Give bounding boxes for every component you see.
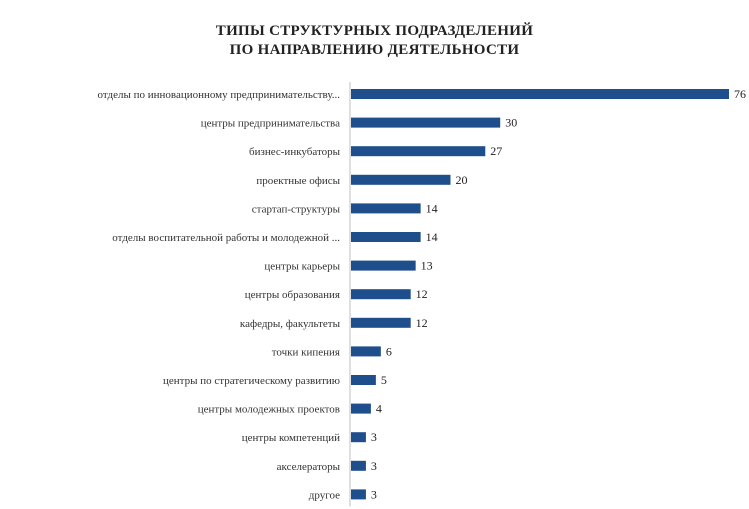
category-label: центры предпринимательства	[201, 118, 340, 130]
bar	[351, 489, 366, 500]
bar	[351, 260, 416, 271]
category-label: стартап-структуры	[252, 203, 341, 215]
data-label: 6	[386, 344, 392, 358]
category-label: отделы воспитательной работы и молодежно…	[112, 232, 340, 244]
bar	[351, 289, 411, 300]
bar	[351, 146, 486, 157]
data-label: 12	[416, 287, 428, 301]
data-label: 3	[371, 430, 377, 444]
bar	[351, 403, 371, 414]
bar	[351, 232, 421, 242]
data-label: 12	[416, 316, 428, 330]
data-label: 14	[426, 201, 438, 215]
category-label: центры компетенций	[242, 432, 340, 444]
data-label: 5	[381, 373, 387, 387]
data-label: 30	[505, 116, 517, 130]
category-label: другое	[309, 489, 340, 501]
data-label: 13	[421, 259, 433, 273]
chart-title: ТИПЫ СТРУКТУРНЫХ ПОДРАЗДЕЛЕНИЙ ПО НАПРАВ…	[0, 22, 749, 60]
data-label: 3	[371, 487, 377, 501]
category-label: точки кипения	[272, 346, 340, 358]
bar	[351, 117, 501, 128]
data-label: 27	[490, 144, 502, 158]
category-label: кафедры, факультеты	[240, 318, 341, 330]
bar	[351, 317, 411, 328]
bar	[351, 89, 729, 99]
category-label: центры по стратегическому развитию	[163, 375, 340, 387]
category-label: бизнес-инкубаторы	[249, 146, 341, 158]
bar	[351, 432, 366, 443]
category-label: акселераторы	[277, 461, 341, 473]
bar	[351, 203, 421, 214]
chart-title-line1: ТИПЫ СТРУКТУРНЫХ ПОДРАЗДЕЛЕНИЙ	[215, 23, 534, 39]
bar	[351, 460, 366, 471]
category-label: центры карьеры	[264, 261, 340, 273]
data-label: 76	[734, 87, 746, 101]
category-label: отделы по инновационному предприниматель…	[97, 89, 340, 101]
bar	[351, 346, 381, 357]
bar	[351, 174, 451, 185]
category-label: проектные офисы	[256, 175, 340, 187]
data-label: 4	[376, 402, 382, 416]
category-label: центры образования	[245, 289, 340, 301]
data-label: 20	[455, 173, 467, 187]
chart-title-line2: ПО НАПРАВЛЕНИЮ ДЕЯТЕЛЬНОСТИ	[229, 42, 520, 58]
bar	[351, 375, 376, 385]
category-label: центры молодежных проектов	[198, 404, 340, 416]
data-label: 3	[371, 459, 377, 473]
data-label: 14	[426, 230, 438, 244]
